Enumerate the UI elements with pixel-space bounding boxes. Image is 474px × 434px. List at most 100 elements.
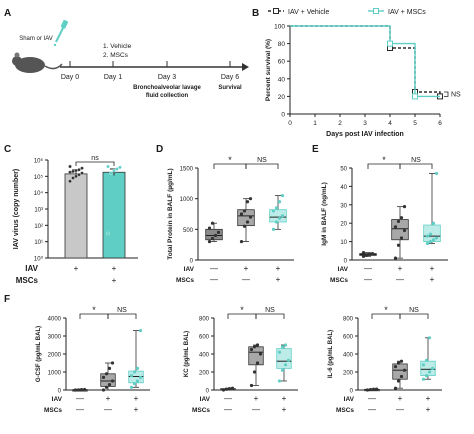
data-point xyxy=(399,236,404,240)
data-point xyxy=(255,343,260,347)
timeline-arrowhead xyxy=(242,63,249,71)
data-point xyxy=(396,379,401,383)
data-point xyxy=(79,388,84,392)
data-point xyxy=(252,345,257,349)
censor-marker xyxy=(412,93,418,100)
legend-label: IAV + Vehicle xyxy=(288,9,329,16)
data-point xyxy=(210,236,215,241)
row-label-iav: IAV xyxy=(200,396,211,403)
data-point xyxy=(104,372,109,376)
data-point xyxy=(424,358,429,362)
mscs-sign: — xyxy=(76,405,84,414)
mscs-sign: + xyxy=(430,275,435,284)
data-point xyxy=(242,209,247,213)
data-point xyxy=(71,169,75,174)
y-tick-label: 50 xyxy=(340,167,347,173)
sig-bracket xyxy=(399,313,429,319)
iav-sign: + xyxy=(254,394,259,403)
data-point xyxy=(280,214,285,218)
data-point xyxy=(428,240,433,244)
data-point xyxy=(106,164,110,169)
panel-letter-e: E xyxy=(312,144,319,155)
y-axis-title: IAV virus (copy number) xyxy=(13,169,20,249)
data-point xyxy=(283,343,288,347)
data-point xyxy=(258,352,263,356)
y-tick-label: 0 xyxy=(344,259,348,265)
iav-sign: + xyxy=(430,264,435,273)
data-point xyxy=(396,361,401,365)
data-point xyxy=(374,387,379,391)
data-point xyxy=(249,383,254,388)
data-point xyxy=(138,329,143,333)
iav-sign: + xyxy=(426,394,431,403)
data-point xyxy=(252,370,257,374)
data-point xyxy=(280,194,285,198)
sig-label: NS xyxy=(257,157,267,164)
y-tick-label: 400 xyxy=(343,353,354,359)
data-point xyxy=(107,383,112,387)
data-point xyxy=(239,240,244,244)
data-point xyxy=(106,231,110,236)
x-tick-label: 2 xyxy=(338,120,342,127)
y-tick-label: 1000 xyxy=(180,197,194,203)
y-axis-title: KC (pg/mL BAL) xyxy=(184,331,190,377)
sig-bracket xyxy=(245,163,279,169)
data-point xyxy=(110,361,115,365)
y-tick-label: 0 xyxy=(190,259,194,265)
y-axis-title: Percent survival (%) xyxy=(265,39,272,101)
y-tick-label: 200 xyxy=(343,371,354,377)
y-tick-label: 0 xyxy=(58,389,62,395)
data-point xyxy=(68,170,72,174)
y-tick-label: 800 xyxy=(343,317,354,323)
data-point xyxy=(396,243,401,247)
sig-label: * xyxy=(240,305,244,315)
data-point xyxy=(402,228,407,233)
data-point xyxy=(396,219,401,223)
data-point xyxy=(367,252,372,257)
y-tick-label: 10⁰ xyxy=(34,256,44,263)
igm-chart: 0 10 20 30 40 50 IgM in BALF (ng/mL) * NS IAV MSCs… xyxy=(321,155,448,284)
data-point xyxy=(221,388,226,392)
mscs-sign: — xyxy=(224,405,232,414)
censor-marker xyxy=(387,40,393,47)
treatment-mscs: 2. MSCs xyxy=(103,52,129,59)
iav-sign: + xyxy=(276,264,281,273)
y-tick-label: 1000 xyxy=(48,371,62,377)
iav-sign: + xyxy=(244,264,249,273)
mscs-sign: + xyxy=(282,405,287,414)
data-point xyxy=(138,375,143,379)
data-point xyxy=(224,387,229,391)
data-point xyxy=(118,165,122,170)
y-tick-label: 400 xyxy=(199,353,210,359)
sig-label: NS xyxy=(409,307,419,314)
day3-note: Bronchoalveolar lavage fluid collection xyxy=(133,85,201,99)
data-point xyxy=(101,388,106,392)
data-point xyxy=(73,388,78,392)
data-point xyxy=(430,366,435,370)
data-point xyxy=(421,377,426,381)
mscs-sign: + xyxy=(276,275,281,284)
data-point xyxy=(393,225,398,229)
panel-letter-a: A xyxy=(4,8,11,19)
iav-sign: + xyxy=(282,394,287,403)
sig-label: ns xyxy=(91,155,99,162)
x-tick-label: 1 xyxy=(313,120,317,127)
y-tick-label: 4000 xyxy=(48,317,62,323)
mouse-icon xyxy=(12,52,63,73)
data-point xyxy=(242,224,247,228)
box xyxy=(205,228,223,241)
data-point xyxy=(115,167,119,171)
y-tick-label: 2000 xyxy=(48,353,62,359)
x-axis-title: Days post IAV infection xyxy=(326,131,404,138)
day-3-label: Day 3 xyxy=(158,74,176,81)
data-point xyxy=(271,209,276,213)
iav-sign: + xyxy=(398,394,403,403)
y-tick-label: 10³ xyxy=(34,208,43,214)
y-tick-label: 10⁵ xyxy=(34,174,44,181)
data-point xyxy=(77,168,81,172)
mscs-sign: — xyxy=(368,405,376,414)
data-point xyxy=(80,166,84,170)
y-tick-label: 100 xyxy=(274,24,285,31)
row-label-mscs: MSCs xyxy=(176,277,194,284)
y-tick-label: 500 xyxy=(183,228,194,234)
